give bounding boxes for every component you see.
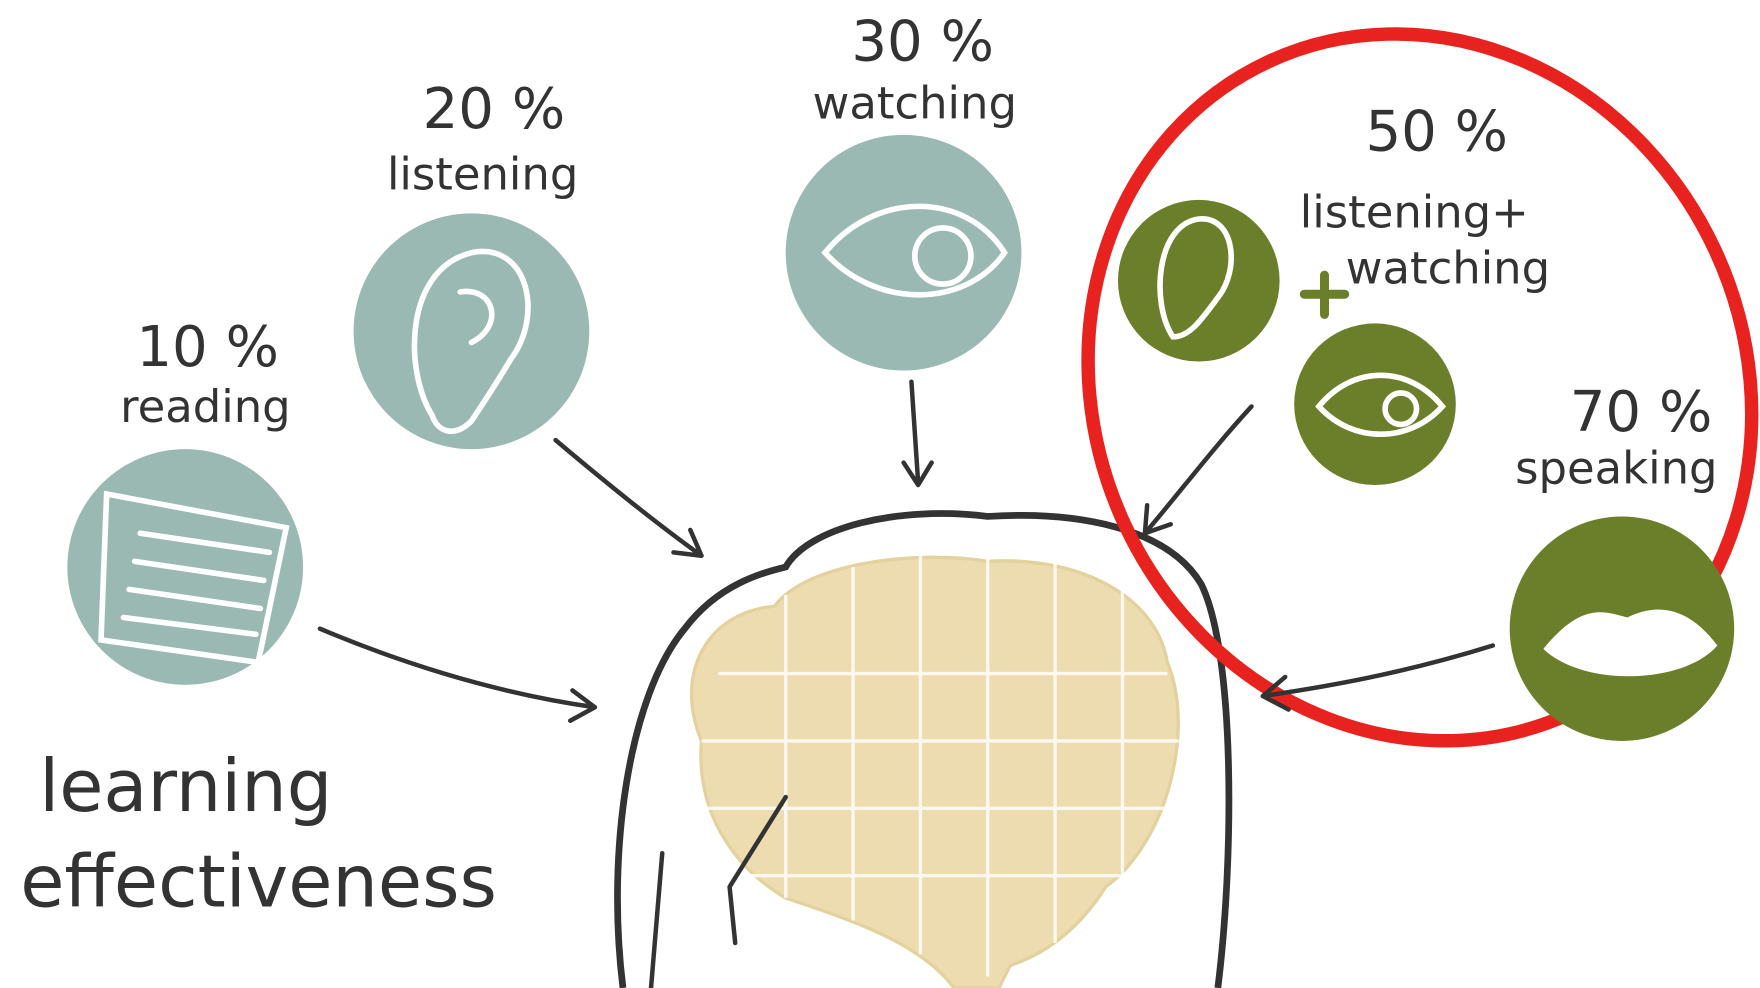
- pupil: [911, 225, 974, 287]
- paper-icon: [98, 490, 290, 666]
- eye-icon-green: [1294, 323, 1456, 486]
- title-line: effectiveness: [20, 839, 497, 923]
- eye-icon: [821, 203, 1008, 298]
- brain-stem-line: [727, 794, 788, 946]
- label: listening: [387, 147, 578, 200]
- mouth-icon: [1543, 609, 1718, 677]
- percent: 20 %: [423, 77, 566, 142]
- percent: 50 %: [1365, 99, 1508, 164]
- percent: 30 %: [851, 10, 994, 75]
- puzzle-lines: [701, 555, 1179, 977]
- neck-line: [648, 850, 665, 988]
- percent: 10 %: [136, 315, 279, 380]
- ear-icon-green: [1117, 199, 1280, 362]
- label: speaking: [1515, 442, 1717, 495]
- label: reading: [120, 380, 290, 433]
- arrows: [317, 379, 1496, 723]
- ear-icon: [411, 248, 531, 434]
- ear-icon: [1157, 216, 1234, 340]
- plus-sign: [1299, 270, 1350, 319]
- label: watching: [813, 77, 1017, 130]
- percent: 70 %: [1570, 380, 1713, 445]
- label: listening+: [1300, 186, 1529, 239]
- title-line: learning: [39, 744, 332, 828]
- eye-icon: [1315, 372, 1447, 437]
- listening-icon: [353, 213, 590, 450]
- watching-icon: [785, 134, 1022, 371]
- pupil: [1382, 390, 1420, 428]
- label: watching: [1346, 242, 1550, 295]
